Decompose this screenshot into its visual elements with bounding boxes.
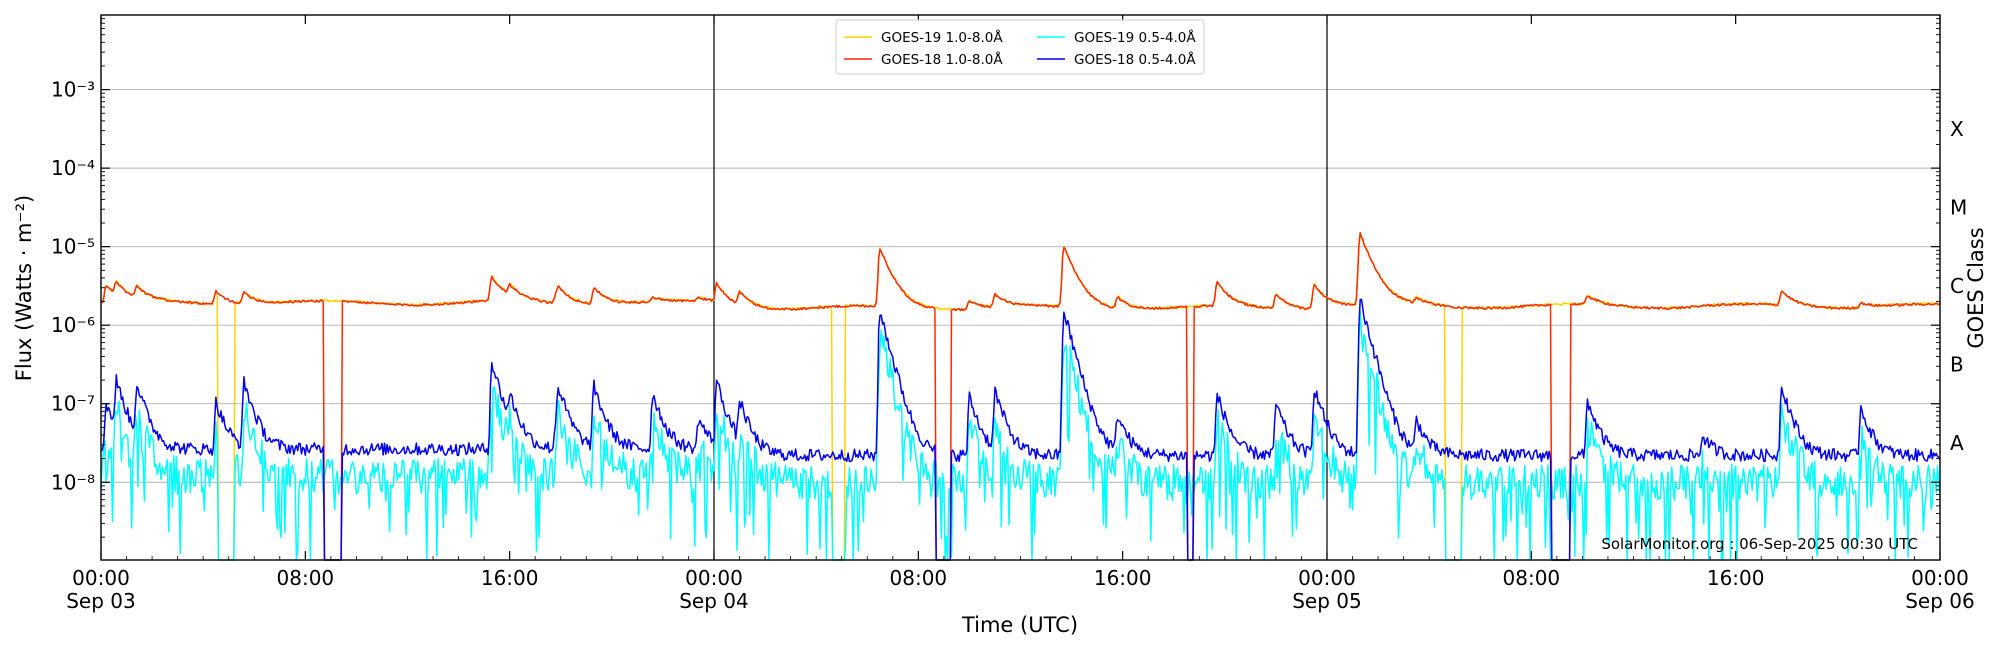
legend-label-goes19-short: GOES-19 0.5-4.0Å xyxy=(1074,29,1196,46)
x-tick-time-label: 00:00 xyxy=(1911,566,1969,590)
series-line-2 xyxy=(100,310,1941,561)
y-tick-label: 10⁻³ xyxy=(51,78,95,102)
y-tick-label: 10⁻⁵ xyxy=(51,235,95,259)
y-tick-labels: 10⁻⁸ 10⁻⁷ 10⁻⁶ 10⁻⁵ 10⁻⁴ 10⁻³ xyxy=(51,78,95,495)
goes-class-label: M xyxy=(1950,195,1967,219)
legend-label-goes18-long: GOES-18 1.0-8.0Å xyxy=(881,51,1003,68)
y-tick-label: 10⁻⁶ xyxy=(51,313,95,337)
series-line-1 xyxy=(101,231,1941,561)
right-axis-title: GOES Class xyxy=(1964,227,1988,348)
credit-text: SolarMonitor.org : 06-Sep-2025 00:30 UTC xyxy=(1601,535,1918,553)
y-axis-title: Flux (Watts · m⁻²) xyxy=(12,195,36,381)
goes-class-label: C xyxy=(1950,274,1964,298)
x-tick-time-label: 08:00 xyxy=(1503,566,1561,590)
x-tick-time-label: 16:00 xyxy=(1094,566,1152,590)
x-axis-title: Time (UTC) xyxy=(961,613,1078,637)
series-line-3 xyxy=(100,298,1941,561)
x-tick-time-label: 16:00 xyxy=(481,566,539,590)
legend-box xyxy=(835,19,1205,75)
y-tick-label: 10⁻⁸ xyxy=(51,470,95,494)
x-tick-time-label: 08:00 xyxy=(277,566,335,590)
x-tick-time-label: 00:00 xyxy=(1298,566,1356,590)
x-tick-date-label: Sep 06 xyxy=(1905,589,1975,613)
x-tick-date-label: Sep 05 xyxy=(1292,589,1362,613)
x-tick-time-label: 00:00 xyxy=(685,566,743,590)
y-tick-label: 10⁻⁷ xyxy=(51,392,95,416)
goes-class-label: A xyxy=(1950,431,1964,455)
x-tick-time-label: 16:00 xyxy=(1707,566,1765,590)
axis-ticks xyxy=(100,15,1941,560)
goes-class-label: X xyxy=(1950,117,1964,141)
x-tick-date-label: Sep 03 xyxy=(66,589,136,613)
x-tick-time-label: 08:00 xyxy=(890,566,948,590)
series-lines xyxy=(100,231,1941,561)
goes-class-label: B xyxy=(1950,352,1964,376)
legend: GOES-19 1.0-8.0Å GOES-18 1.0-8.0Å GOES-1… xyxy=(835,19,1205,75)
x-tick-date-label: Sep 04 xyxy=(679,589,749,613)
legend-label-goes18-short: GOES-18 0.5-4.0Å xyxy=(1074,51,1196,68)
goes-class-labels: A B C M X xyxy=(1950,117,1967,455)
legend-label-goes19-long: GOES-19 1.0-8.0Å xyxy=(881,29,1003,46)
x-tick-time-label: 00:00 xyxy=(72,566,130,590)
y-tick-label: 10⁻⁴ xyxy=(51,156,95,180)
